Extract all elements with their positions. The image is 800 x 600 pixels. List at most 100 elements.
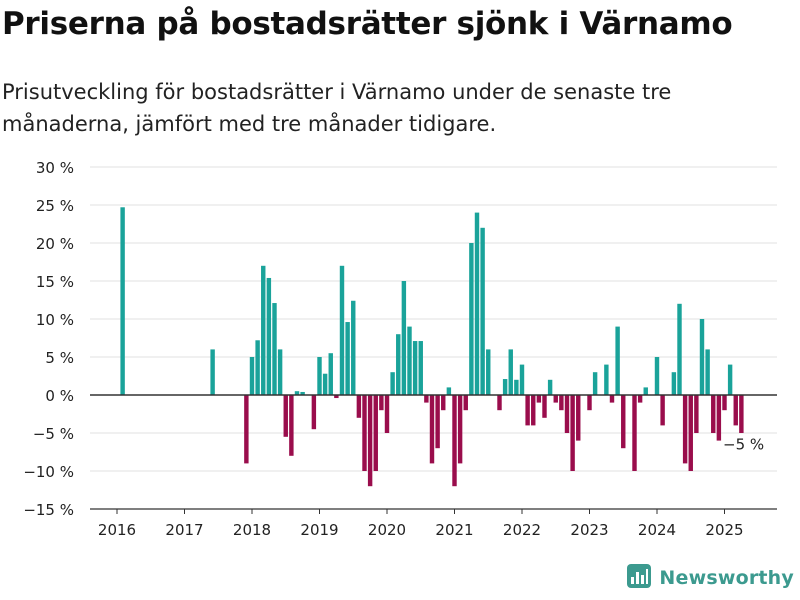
bar (677, 303, 682, 395)
bar (441, 395, 446, 411)
bar (536, 395, 542, 403)
chart-title: Priserna på bostadsrätter sjönk i Värnam… (2, 6, 733, 42)
bar (356, 395, 362, 418)
bar (379, 395, 384, 411)
brand-name: Newsworthy (659, 567, 794, 589)
brand: Newsworthy (627, 564, 794, 592)
y-tick-label: −15 % (23, 501, 74, 519)
bar (469, 243, 474, 395)
bar (334, 395, 339, 399)
bar (654, 357, 660, 395)
bar (587, 395, 592, 411)
bar (457, 395, 463, 464)
bar (671, 372, 677, 395)
bar (244, 395, 249, 464)
bar (576, 395, 581, 441)
bar (311, 395, 317, 430)
bar (727, 364, 733, 395)
bar (632, 395, 637, 471)
bar (570, 395, 575, 471)
bar (373, 395, 378, 471)
x-tick-label: 2020 (368, 521, 406, 539)
newsworthy-logo-icon (627, 564, 652, 592)
bar (480, 227, 485, 395)
bar (289, 395, 294, 456)
bar (621, 395, 626, 449)
bar (733, 395, 738, 426)
y-tick-label: −5 % (33, 425, 74, 443)
bar (401, 281, 407, 395)
chart-subtitle: Prisutveckling för bostadsrätter i Värna… (2, 80, 672, 136)
y-tick-label: 15 % (36, 273, 74, 291)
bar (694, 395, 699, 433)
x-tick-label: 2024 (638, 521, 676, 539)
bar (272, 303, 277, 395)
y-tick-label: 5 % (45, 349, 74, 367)
bar (474, 212, 480, 395)
bar (261, 265, 266, 395)
bar (592, 372, 598, 395)
bar (283, 395, 288, 437)
bar (435, 395, 440, 449)
bar (322, 373, 328, 395)
bar (486, 349, 491, 395)
bar (446, 387, 452, 395)
bar (682, 395, 688, 464)
bar (553, 395, 558, 403)
bar (424, 395, 429, 403)
x-tick-label: 2018 (233, 521, 271, 539)
y-tick-label: 0 % (45, 387, 74, 405)
bar (384, 395, 390, 433)
bar (722, 395, 727, 411)
y-tick-label: 10 % (36, 311, 74, 329)
bar (317, 357, 322, 395)
bar (266, 277, 272, 395)
y-tick-label: 20 % (36, 235, 74, 253)
bar (615, 326, 620, 395)
bar (711, 395, 716, 433)
bar (328, 353, 333, 395)
y-tick-label: −10 % (23, 463, 74, 481)
bar (688, 395, 693, 471)
bar (120, 207, 125, 395)
bar (294, 391, 300, 395)
bar (407, 326, 412, 395)
bar (502, 379, 508, 395)
bar (429, 395, 435, 464)
bar (249, 357, 255, 395)
bar (452, 395, 457, 487)
bar (508, 349, 513, 395)
bar (418, 341, 423, 395)
bar (716, 395, 722, 441)
bar (300, 391, 305, 395)
bar (519, 364, 525, 395)
bar (345, 322, 350, 395)
x-tick-label: 2019 (300, 521, 338, 539)
bar (559, 395, 564, 411)
bar (531, 395, 536, 426)
bar (643, 387, 648, 395)
bar (497, 395, 502, 411)
bar (362, 395, 367, 471)
x-tick-label: 2023 (570, 521, 608, 539)
bar (339, 265, 345, 395)
bar (547, 379, 553, 395)
bar (525, 395, 530, 426)
bar (396, 334, 401, 395)
x-tick-label: 2017 (165, 521, 203, 539)
x-tick-label: 2022 (503, 521, 541, 539)
bar (739, 395, 744, 433)
last-value-annotation: −5 % (723, 436, 764, 454)
bar (255, 340, 260, 395)
x-tick-label: 2016 (98, 521, 136, 539)
bar (604, 364, 609, 395)
bar (514, 379, 519, 395)
bar (637, 395, 643, 403)
bar (699, 319, 705, 395)
bar (564, 395, 570, 433)
bar (390, 372, 395, 395)
bar (542, 395, 547, 418)
y-tick-label: 25 % (36, 197, 74, 215)
bar (412, 341, 418, 395)
